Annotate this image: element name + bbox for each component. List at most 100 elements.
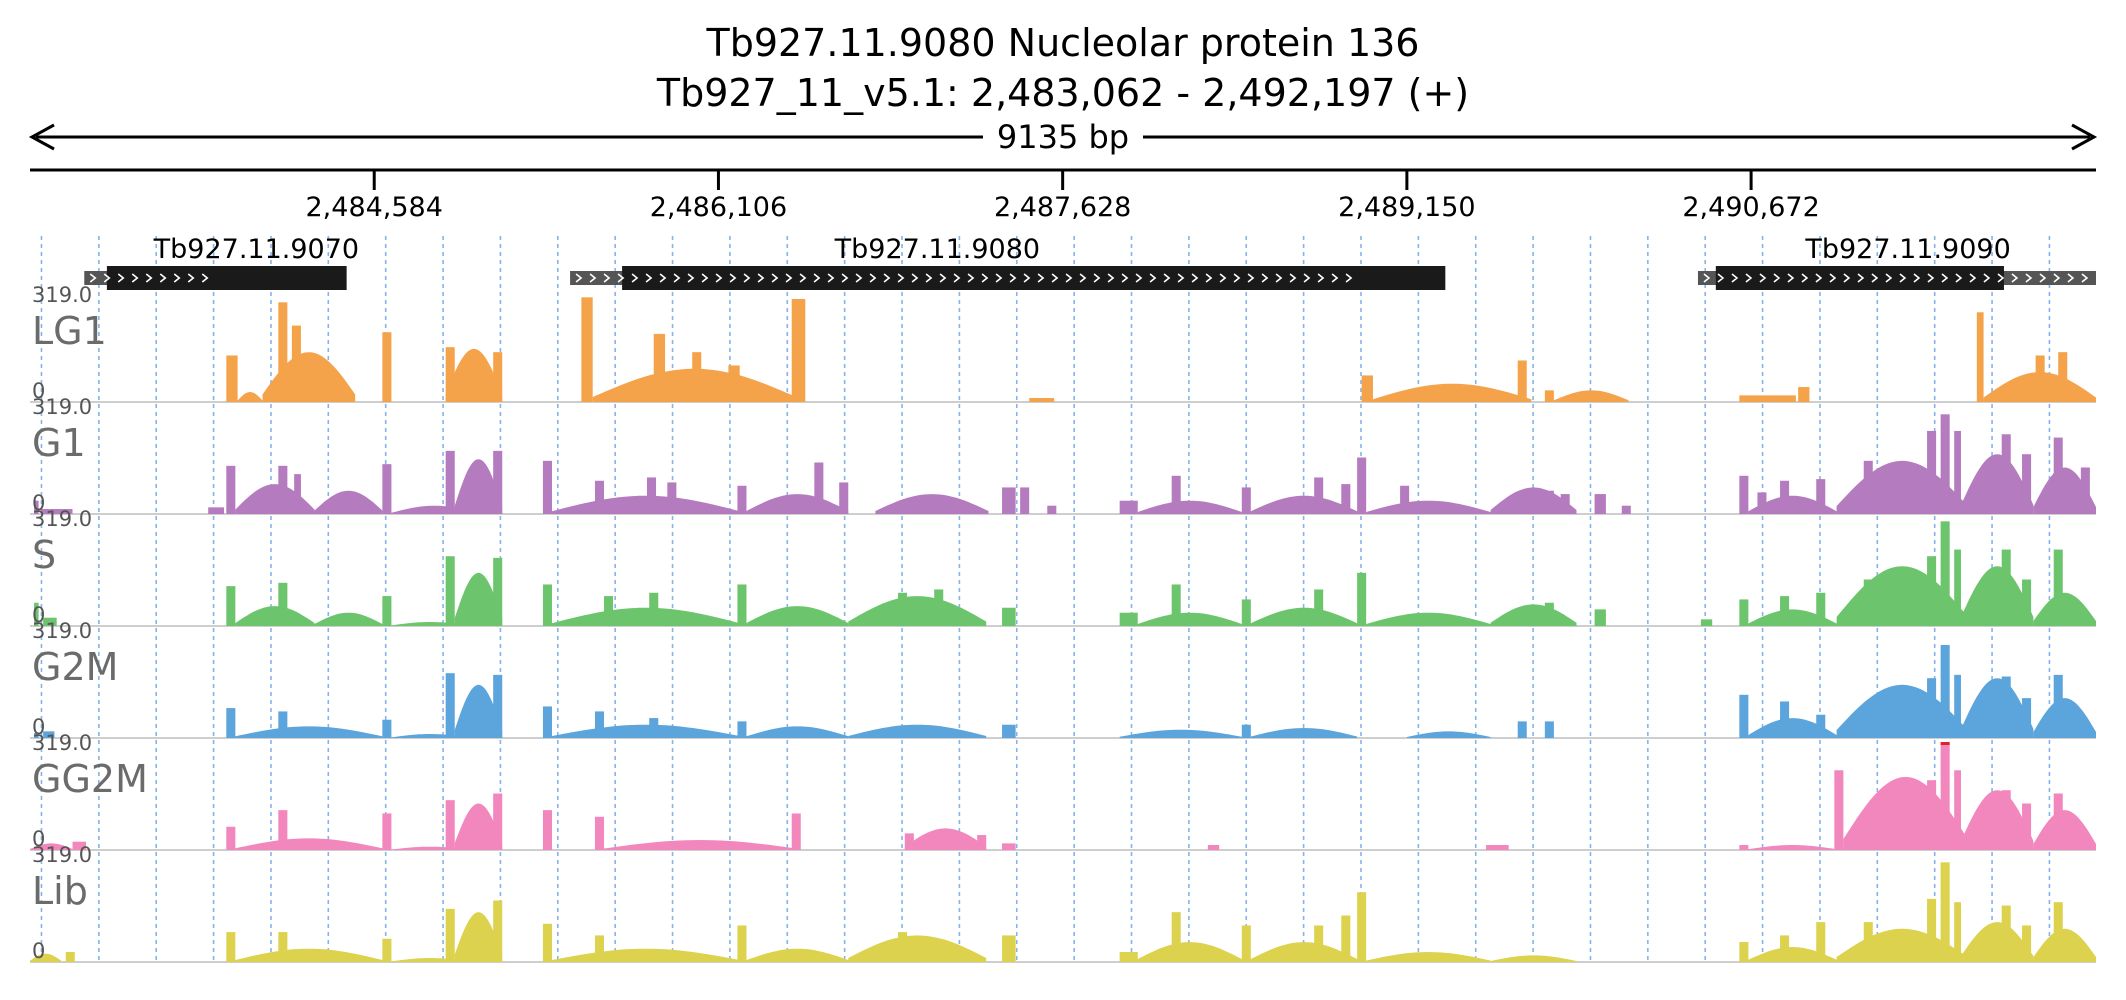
coverage-bar: [382, 464, 392, 514]
coverage-area: [235, 948, 383, 962]
coverage-area: [1960, 790, 2034, 850]
coverage-bar: [1863, 579, 1873, 626]
coverage-bar: [445, 800, 455, 850]
coverage-bar: [226, 826, 236, 850]
gene-model: Tb927.11.9070: [84, 234, 359, 290]
coverage-area: [551, 495, 740, 514]
span-label-bg: [983, 115, 1143, 159]
coverage-bar: [1341, 484, 1351, 514]
coverage-bar: [1047, 505, 1057, 514]
coverage-bar: [1816, 479, 1826, 514]
coverage-area: [1960, 922, 2034, 962]
coverage-bar: [1976, 312, 1984, 402]
coverage-bar: [653, 333, 666, 402]
coverage-bar: [278, 302, 288, 402]
coverage-area: [1137, 942, 1242, 962]
strand-chevrons-icon: [575, 273, 1353, 283]
coverage-bar: [1002, 724, 1016, 738]
coverage-bar: [1207, 845, 1220, 850]
coverage-area: [1250, 728, 1358, 738]
coverage-bar: [1241, 599, 1251, 626]
coverage-bar: [2058, 352, 2068, 402]
coverage-area: [848, 935, 987, 962]
coverage-bar: [904, 833, 914, 850]
coverage-bar: [445, 673, 455, 738]
coverage-bar: [2001, 676, 2011, 738]
coverage-bar: [1927, 556, 1937, 626]
track-ymax-label: 319.0: [32, 619, 92, 643]
coverage-area: [1748, 495, 1837, 514]
coverage-bar: [1357, 892, 1367, 962]
coverage-bar: [1739, 942, 1749, 962]
track-label: G2M: [32, 645, 118, 689]
coverage-bar: [1119, 500, 1138, 514]
ruler-tick-label: 2,484,584: [306, 192, 443, 223]
coverage-bar: [1757, 492, 1767, 514]
coverage-bar: [1341, 915, 1351, 962]
coverage-area: [551, 948, 740, 962]
coverage-bar: [1171, 584, 1181, 626]
coverage-bar: [791, 298, 806, 402]
coverage-bar: [737, 485, 747, 514]
coverage-bar: [1002, 935, 1016, 962]
coverage-bar: [226, 465, 236, 514]
track-ymax-label: 319.0: [32, 731, 92, 755]
coverage-area: [746, 726, 849, 738]
coverage-bar: [2001, 549, 2011, 626]
coverage-bar: [1954, 674, 1961, 738]
coverage-bar: [72, 841, 87, 850]
coverage-area: [30, 953, 62, 962]
coverage-bar: [1798, 387, 1810, 402]
coverage-bar: [1816, 922, 1826, 962]
strand-chevrons-icon: [1703, 273, 2089, 283]
track-ymin-label: 0: [32, 939, 45, 963]
coverage-bar: [40, 509, 73, 514]
coverage-bar: [382, 938, 392, 962]
coverage-bar: [2053, 549, 2063, 626]
coverage-area: [1119, 729, 1242, 738]
coverage-bar: [1314, 477, 1324, 514]
coverage-bar: [1780, 596, 1790, 626]
coverage-bar: [278, 465, 288, 514]
gene-label: Tb927.11.9070: [153, 234, 359, 265]
coverage-area: [1960, 454, 2034, 514]
coverage-bar: [493, 674, 503, 738]
coverage-bar: [737, 925, 747, 962]
ruler-tick-label: 2,490,672: [1682, 192, 1819, 223]
coverage-bar: [1700, 619, 1713, 626]
coverage-area: [235, 726, 383, 738]
track-ymin-label: 0: [32, 715, 45, 739]
coverage-bar: [43, 617, 57, 626]
coverage-bar: [1241, 724, 1251, 738]
coverage-bar: [2001, 905, 2011, 962]
coverage-bar: [1314, 925, 1324, 962]
coverage-area: [1250, 607, 1358, 626]
coverage-bar: [667, 482, 677, 514]
coverage-area: [904, 828, 987, 850]
coverage-bar: [1357, 572, 1367, 626]
coverage-bar: [2001, 434, 2011, 514]
gene-model: Tb927.11.9090: [1697, 234, 2096, 290]
ruler-tick-label: 2,486,106: [650, 192, 787, 223]
coverage-bar: [278, 810, 288, 850]
coverage-bar: [493, 793, 503, 850]
coverage-bar: [445, 450, 455, 514]
coverage-bar: [278, 582, 288, 626]
coverage-bar: [542, 460, 552, 514]
coverage-bar: [1361, 375, 1373, 402]
coverage-bar: [898, 932, 908, 962]
track-gg2m: 319.0 0 GG2M: [30, 731, 2096, 851]
coverage-area: [551, 607, 740, 626]
track-ymax-label: 319.0: [32, 283, 92, 307]
coverage-bar: [646, 477, 657, 514]
coverage-bar: [1739, 694, 1749, 738]
track-label: Lib: [32, 869, 88, 913]
coverage-bar: [542, 706, 552, 738]
coverage-bar: [977, 835, 987, 850]
coverage-bar: [1739, 599, 1749, 626]
coverage-bar: [1241, 487, 1251, 514]
coverage-bar: [1621, 505, 1631, 514]
coverage-area: [875, 494, 989, 514]
coverage-bar: [1002, 843, 1016, 850]
track-lg1: 319.0 0 LG1: [30, 283, 2096, 403]
